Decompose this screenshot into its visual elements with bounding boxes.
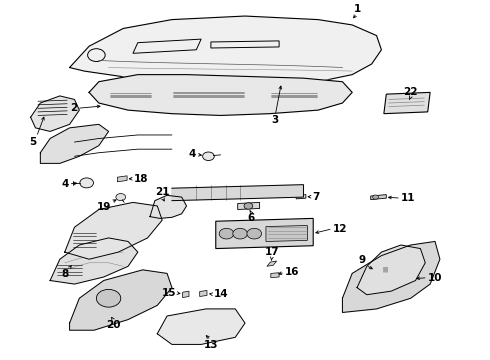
- Text: 5: 5: [29, 137, 36, 147]
- Text: 18: 18: [134, 174, 148, 184]
- Text: 16: 16: [285, 267, 299, 277]
- Text: 7: 7: [312, 192, 319, 202]
- Polygon shape: [384, 93, 430, 114]
- Text: 17: 17: [265, 247, 279, 257]
- Polygon shape: [183, 291, 189, 298]
- Polygon shape: [89, 75, 352, 116]
- Polygon shape: [343, 242, 440, 312]
- Polygon shape: [172, 185, 303, 201]
- Polygon shape: [30, 96, 79, 131]
- Text: 11: 11: [401, 193, 416, 203]
- Polygon shape: [172, 91, 245, 99]
- Circle shape: [97, 289, 121, 307]
- Circle shape: [373, 195, 378, 199]
- Circle shape: [244, 203, 253, 209]
- Circle shape: [80, 178, 94, 188]
- Polygon shape: [296, 195, 306, 199]
- Circle shape: [219, 228, 234, 239]
- Circle shape: [227, 324, 234, 329]
- Text: 10: 10: [428, 273, 442, 283]
- Polygon shape: [371, 195, 386, 199]
- Circle shape: [159, 200, 177, 213]
- Text: |||: |||: [382, 266, 388, 272]
- Text: 4: 4: [189, 149, 196, 159]
- Text: 1: 1: [353, 4, 361, 14]
- Text: 15: 15: [161, 288, 176, 298]
- Polygon shape: [267, 261, 277, 266]
- Text: 3: 3: [271, 116, 279, 125]
- Polygon shape: [157, 309, 245, 345]
- Polygon shape: [357, 245, 425, 295]
- Text: 4: 4: [61, 179, 69, 189]
- Circle shape: [233, 228, 247, 239]
- Text: 12: 12: [333, 224, 347, 234]
- Text: 22: 22: [403, 87, 418, 96]
- Text: 6: 6: [248, 213, 255, 223]
- Polygon shape: [266, 225, 307, 242]
- Polygon shape: [200, 291, 207, 297]
- Polygon shape: [270, 91, 318, 99]
- Polygon shape: [50, 238, 138, 284]
- Polygon shape: [40, 124, 109, 163]
- Polygon shape: [216, 219, 313, 248]
- Polygon shape: [271, 273, 279, 278]
- Text: 19: 19: [97, 202, 111, 212]
- Circle shape: [247, 228, 262, 239]
- Polygon shape: [238, 202, 260, 210]
- Text: 2: 2: [70, 103, 77, 113]
- Text: 13: 13: [204, 340, 218, 350]
- Polygon shape: [128, 84, 318, 93]
- Circle shape: [173, 324, 180, 329]
- Polygon shape: [65, 202, 162, 259]
- Text: 9: 9: [359, 255, 366, 265]
- Text: 14: 14: [213, 289, 228, 300]
- Circle shape: [202, 152, 214, 161]
- Circle shape: [116, 194, 125, 201]
- Polygon shape: [117, 176, 127, 182]
- Text: 8: 8: [61, 269, 69, 279]
- Polygon shape: [70, 16, 381, 85]
- Polygon shape: [70, 270, 172, 330]
- Text: 20: 20: [106, 320, 121, 330]
- Polygon shape: [150, 195, 187, 219]
- Polygon shape: [109, 91, 152, 99]
- Text: 21: 21: [155, 187, 170, 197]
